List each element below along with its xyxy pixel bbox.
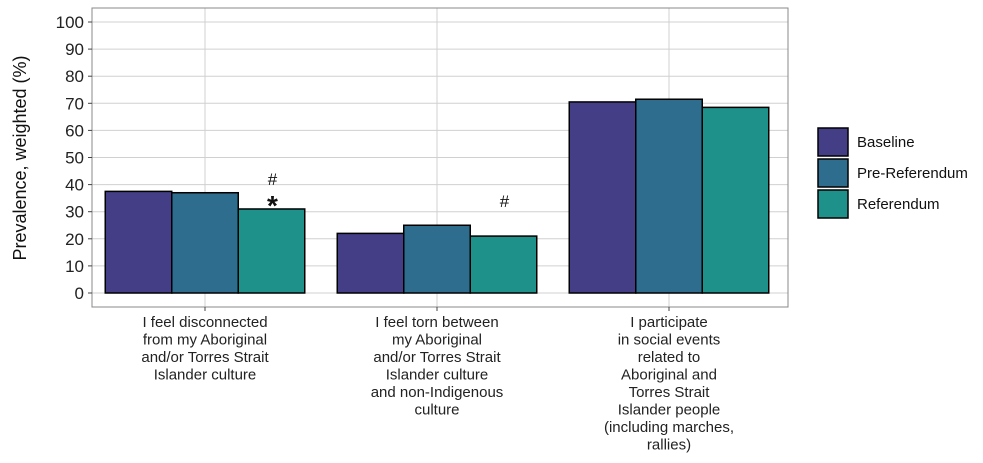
legend-label: Referendum	[857, 196, 940, 213]
x-category-label-line: I feel disconnected	[142, 314, 267, 331]
y-tick-label: 60	[65, 121, 84, 140]
y-tick-label: 50	[65, 149, 84, 168]
significance-hash: #	[268, 170, 278, 189]
x-category-label-line: I participate	[630, 314, 708, 331]
bar-referendum-1	[469, 235, 538, 294]
x-category-label-line: I feel torn between	[375, 314, 498, 331]
bar-pre-referendum-0	[171, 191, 239, 294]
y-tick-label: 70	[65, 94, 84, 113]
y-axis-label: Prevalence, weighted (%)	[10, 55, 30, 260]
legend-swatch	[817, 158, 849, 188]
x-category-label-line: and/or Torres Strait	[373, 349, 501, 366]
x-category-label-line: and non-Indigenous	[371, 384, 504, 401]
x-category-label-line: Aboriginal and	[621, 367, 717, 384]
y-tick-label: 40	[65, 176, 84, 195]
bar-baseline-0	[104, 190, 173, 294]
bar-pre-referendum-2	[635, 98, 703, 294]
x-category-label-line: rallies)	[647, 437, 691, 454]
bar-referendum-0	[237, 208, 306, 294]
y-tick-label: 10	[65, 257, 84, 276]
x-category-label-line: culture	[414, 402, 459, 419]
x-category-label-line: in social events	[618, 332, 721, 349]
x-category-label-line: and/or Torres Strait	[141, 349, 269, 366]
y-tick-label: 0	[75, 284, 84, 303]
x-category-label-line: (including marches,	[604, 419, 734, 436]
legend-label: Baseline	[857, 134, 915, 151]
bar-referendum-2	[701, 106, 770, 294]
bar-baseline-1	[336, 232, 405, 294]
bar-baseline-2	[568, 101, 637, 294]
legend-swatch	[817, 127, 849, 157]
y-axis-ticks: 0 10 20 30 40 50 60 70 80 90 100	[56, 13, 92, 303]
x-category-label-line: my Aboriginal	[392, 332, 482, 349]
significance-hash: #	[500, 192, 510, 211]
x-category-label-line: Islander culture	[154, 367, 257, 384]
y-tick-label: 30	[65, 203, 84, 222]
y-tick-label: 90	[65, 40, 84, 59]
legend-swatch	[817, 189, 849, 219]
x-category-label-line: from my Aboriginal	[143, 332, 267, 349]
bars	[104, 98, 770, 294]
legend-label: Pre-Referendum	[857, 165, 968, 182]
y-tick-label: 80	[65, 67, 84, 86]
legend: Baseline Pre-Referendum Referendum	[817, 127, 968, 219]
x-category-label-line: Torres Strait	[629, 384, 711, 401]
x-category-label-line: Islander people	[618, 402, 721, 419]
x-category-label-line: related to	[638, 349, 701, 366]
x-category-label-line: Islander culture	[386, 367, 489, 384]
bar-pre-referendum-1	[403, 224, 471, 294]
y-tick-label: 100	[56, 13, 84, 32]
y-tick-label: 20	[65, 230, 84, 249]
significance-star: *	[267, 190, 278, 221]
significance-annotations: *##	[267, 170, 510, 221]
